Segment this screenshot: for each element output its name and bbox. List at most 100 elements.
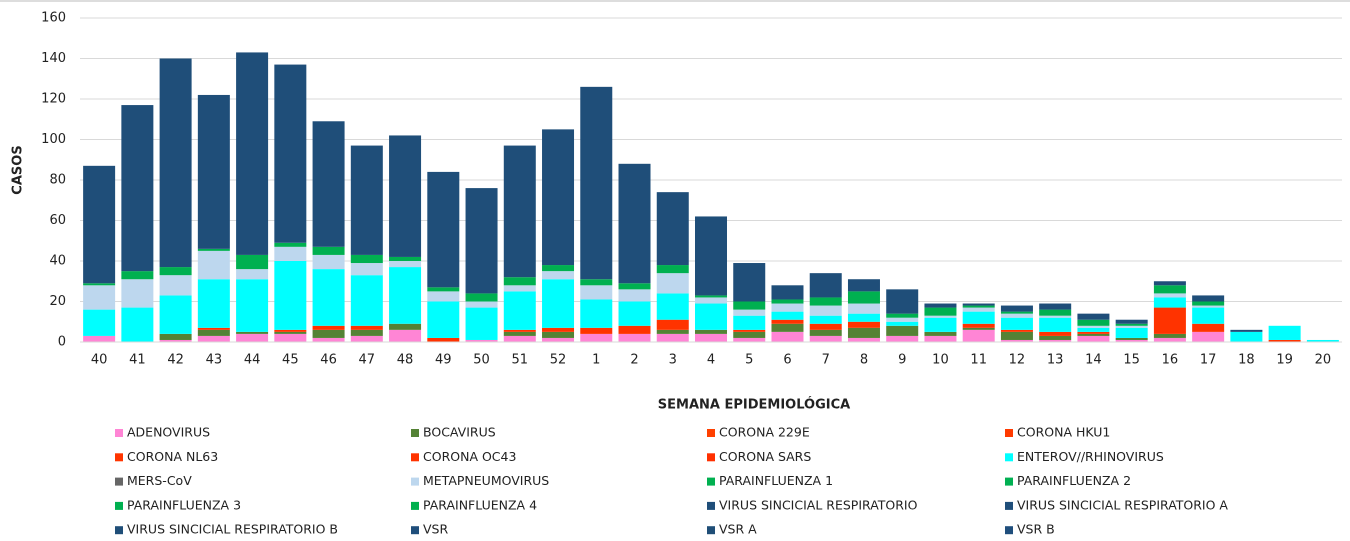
bar-segment (389, 323, 422, 330)
bar-segment (1115, 325, 1148, 328)
legend-label: ENTEROV//RHINOVIRUS (1017, 449, 1164, 464)
bar-segment (924, 303, 957, 308)
bar-segment (1268, 325, 1301, 340)
bar-segment (389, 256, 422, 261)
y-axis-title: CASOS (11, 145, 26, 194)
x-tick-label: 43 (206, 353, 223, 368)
bar-segment (1192, 295, 1225, 302)
bar-segment (159, 333, 192, 340)
bar-segment (733, 315, 766, 330)
bar-segment (503, 331, 536, 336)
y-tick-label: 160 (41, 11, 66, 26)
bar-segment (159, 275, 192, 296)
bar-segment (542, 327, 575, 332)
legend-swatch (1005, 501, 1013, 510)
bar-segment (542, 279, 575, 328)
bar-segment (771, 311, 804, 320)
bar-segment (1192, 331, 1225, 342)
legend-swatch (707, 526, 715, 535)
bar-segment (236, 279, 269, 332)
x-tick-label: 46 (320, 353, 337, 368)
bar-segment (1153, 297, 1186, 308)
legend-swatch (115, 477, 123, 486)
bar-segment (847, 279, 880, 292)
bar-segment (1115, 327, 1148, 338)
bar-segment (312, 325, 345, 330)
bar-segment (733, 337, 766, 342)
bar-segment (618, 301, 651, 326)
bar-segment (809, 297, 842, 306)
x-tick-label: 18 (1238, 353, 1255, 368)
bar-segment (465, 301, 498, 308)
bar-segment (542, 331, 575, 338)
bar-segment (274, 261, 307, 330)
bar-segment (503, 145, 536, 278)
bar-segment (962, 329, 995, 342)
bar-segment (1077, 313, 1110, 320)
bar-segment (1306, 339, 1339, 342)
bar-segment (809, 329, 842, 336)
legend-swatch (411, 501, 419, 510)
bar-segment (1000, 311, 1033, 314)
bar-segment (1153, 281, 1186, 286)
bar-segment (274, 242, 307, 247)
bar-segment (312, 269, 345, 326)
bar-segment (197, 327, 230, 330)
bar-segment (503, 277, 536, 286)
bar-segment (656, 192, 689, 266)
legend-label: VIRUS SINCICIAL RESPIRATORIO A (1017, 497, 1228, 512)
x-tick-label: 12 (1009, 353, 1026, 368)
bar-segment (542, 265, 575, 272)
bar-segment (809, 323, 842, 330)
bar-segment (83, 165, 116, 284)
bar-segment (809, 273, 842, 298)
legend-label: PARAINFLUENZA 2 (1017, 473, 1131, 488)
bar-segment (580, 279, 613, 286)
bar-segment (1039, 317, 1072, 332)
legend-swatch (411, 526, 419, 535)
legend-swatch (411, 453, 419, 462)
bar-segment (465, 293, 498, 302)
x-tick-label: 19 (1276, 353, 1293, 368)
x-tick-label: 20 (1315, 353, 1332, 368)
legend-label: VIRUS SINCICIAL RESPIRATORIO (719, 497, 918, 512)
legend-label: VIRUS SINCICIAL RESPIRATORIO B (127, 522, 338, 537)
legend-label: MERS-CoV (127, 473, 192, 488)
bar-segment (274, 333, 307, 342)
x-tick-label: 48 (397, 353, 414, 368)
bar-segment (503, 335, 536, 342)
bar-segment (962, 327, 995, 330)
bar-segment (618, 325, 651, 334)
x-tick-label: 14 (1085, 353, 1102, 368)
x-tick-label: 2 (630, 353, 638, 368)
bar-segment (503, 285, 536, 292)
x-tick-label: 15 (1123, 353, 1140, 368)
bar-segment (121, 279, 154, 308)
bar-segment (1000, 339, 1033, 342)
bar-segment (962, 323, 995, 328)
x-tick-label: 8 (860, 353, 868, 368)
legend-swatch (707, 453, 715, 462)
legend-label: CORONA OC43 (423, 449, 516, 464)
bar-segment (197, 329, 230, 336)
bar-segment (503, 291, 536, 330)
bar-segment (427, 287, 460, 292)
bar-segment (1153, 307, 1186, 334)
bar-segment (695, 303, 727, 330)
bar-segment (886, 289, 919, 314)
bar-segment (1000, 331, 1033, 340)
bar-segment (695, 216, 727, 296)
x-tick-label: 4 (707, 353, 715, 368)
bar-segment (159, 295, 192, 334)
bar-segment (733, 309, 766, 316)
bar-segment (847, 303, 880, 314)
bar-segment (1153, 333, 1186, 338)
bar-segment (274, 331, 307, 334)
bar-segment (618, 289, 651, 302)
bar-segment (656, 319, 689, 330)
bar-segment (771, 299, 804, 304)
x-tick-label: 16 (1162, 353, 1179, 368)
bar-segment (924, 315, 957, 318)
bar-segment (962, 311, 995, 324)
